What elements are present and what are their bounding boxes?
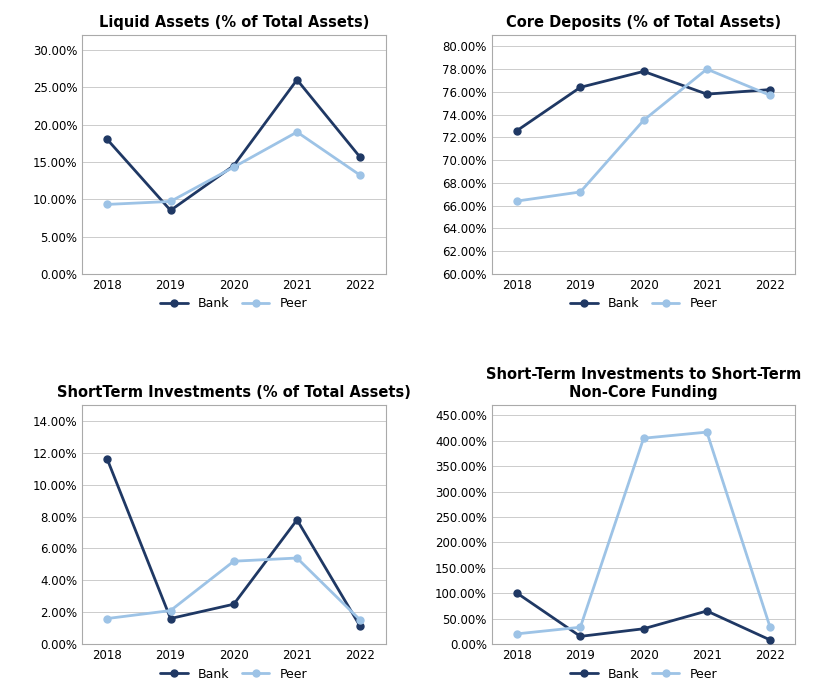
Peer bbox=[512, 629, 522, 638]
Bank bbox=[575, 83, 585, 92]
Legend: Bank, Peer: Bank, Peer bbox=[564, 662, 721, 685]
Legend: Bank, Peer: Bank, Peer bbox=[156, 662, 312, 685]
Bank bbox=[638, 624, 648, 633]
Peer bbox=[575, 188, 585, 196]
Bank bbox=[229, 162, 238, 170]
Bank bbox=[355, 153, 364, 162]
Peer bbox=[229, 557, 238, 566]
Bank bbox=[638, 67, 648, 76]
Title: Short-Term Investments to Short-Term
Non-Core Funding: Short-Term Investments to Short-Term Non… bbox=[486, 368, 800, 400]
Bank bbox=[764, 85, 774, 94]
Peer bbox=[355, 171, 364, 179]
Bank bbox=[512, 589, 522, 597]
Title: Liquid Assets (% of Total Assets): Liquid Assets (% of Total Assets) bbox=[98, 15, 369, 29]
Peer bbox=[165, 606, 175, 615]
Bank bbox=[165, 206, 175, 215]
Line: Peer: Peer bbox=[513, 66, 772, 204]
Bank bbox=[701, 607, 711, 615]
Line: Bank: Bank bbox=[104, 456, 364, 630]
Bank bbox=[764, 636, 774, 644]
Peer bbox=[638, 116, 648, 125]
Peer bbox=[292, 554, 301, 562]
Peer bbox=[512, 197, 522, 205]
Bank bbox=[102, 135, 112, 143]
Line: Bank: Bank bbox=[513, 68, 772, 134]
Peer bbox=[102, 615, 112, 623]
Bank bbox=[165, 615, 175, 623]
Bank bbox=[355, 622, 364, 631]
Peer bbox=[165, 197, 175, 206]
Peer bbox=[292, 128, 301, 136]
Bank bbox=[292, 76, 301, 84]
Title: ShortTerm Investments (% of Total Assets): ShortTerm Investments (% of Total Assets… bbox=[57, 385, 410, 400]
Line: Bank: Bank bbox=[104, 76, 364, 214]
Peer bbox=[575, 623, 585, 631]
Peer bbox=[701, 65, 711, 74]
Bank bbox=[102, 455, 112, 463]
Legend: Bank, Peer: Bank, Peer bbox=[156, 293, 312, 315]
Legend: Bank, Peer: Bank, Peer bbox=[564, 293, 721, 315]
Line: Peer: Peer bbox=[104, 129, 364, 208]
Peer bbox=[764, 623, 774, 631]
Bank bbox=[575, 632, 585, 640]
Bank bbox=[292, 516, 301, 524]
Line: Bank: Bank bbox=[513, 589, 772, 643]
Peer bbox=[764, 91, 774, 99]
Peer bbox=[229, 163, 238, 172]
Peer bbox=[355, 616, 364, 624]
Bank bbox=[512, 126, 522, 134]
Line: Peer: Peer bbox=[513, 428, 772, 637]
Bank bbox=[701, 90, 711, 98]
Peer bbox=[102, 200, 112, 209]
Bank bbox=[229, 600, 238, 608]
Line: Peer: Peer bbox=[104, 554, 364, 624]
Peer bbox=[701, 428, 711, 436]
Title: Core Deposits (% of Total Assets): Core Deposits (% of Total Assets) bbox=[505, 15, 781, 29]
Peer bbox=[638, 434, 648, 442]
